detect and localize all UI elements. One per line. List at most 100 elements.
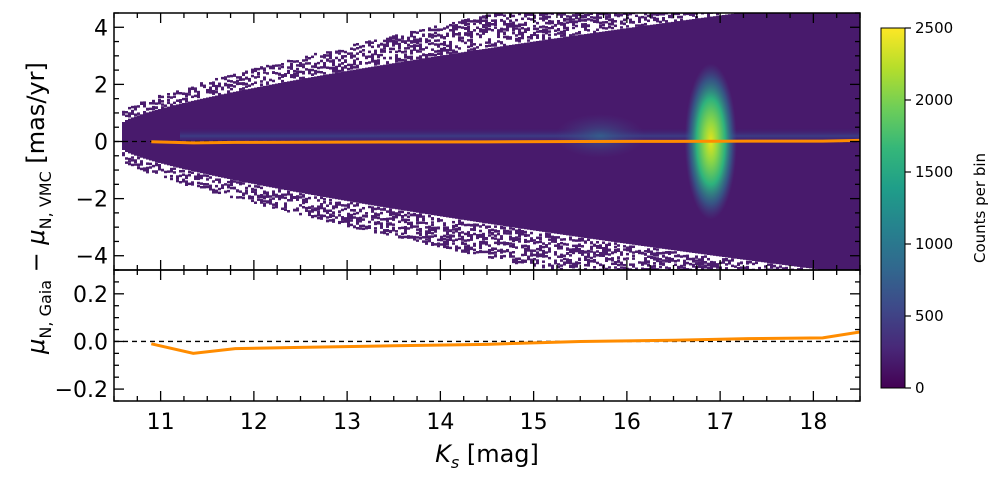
- density-cell: [620, 266, 623, 269]
- density-cell: [443, 244, 446, 248]
- density-cell: [554, 259, 557, 263]
- density-cell: [749, 276, 752, 279]
- density-cell: [359, 50, 362, 54]
- density-cell: [779, 273, 782, 276]
- density-cell: [320, 59, 323, 63]
- density-cell: [449, 45, 452, 49]
- density-cell: [809, 294, 812, 297]
- density-cell: [164, 170, 167, 174]
- density-cell: [449, 23, 452, 27]
- density-cell: [446, 44, 449, 48]
- density-cell: [713, 276, 716, 279]
- density-cell: [473, 48, 476, 51]
- density-cell: [653, 258, 656, 261]
- density-cell: [476, 46, 479, 49]
- density-cell: [719, 298, 722, 301]
- density-cell: [830, 320, 833, 323]
- density-cell: [572, 23, 575, 26]
- density-cell: [470, 238, 473, 241]
- density-cell: [668, 0, 671, 3]
- density-cell: [740, 281, 743, 284]
- density-cell: [782, 272, 785, 275]
- density-cell: [710, 297, 713, 300]
- density-cell: [815, 306, 818, 309]
- density-cell: [524, 30, 527, 33]
- density-cell: [761, 296, 764, 299]
- density-cell: [530, 258, 533, 262]
- density-cell: [707, 257, 710, 261]
- density-cell: [521, 26, 524, 30]
- density-cell: [554, 24, 557, 27]
- density-cell: [848, 274, 851, 277]
- density-cell: [779, 277, 782, 280]
- density-cell: [650, 255, 653, 259]
- density-cell: [683, 259, 686, 263]
- density-cell: [617, 263, 620, 267]
- density-cell: [395, 58, 398, 61]
- density-cell: [572, 26, 575, 30]
- density-cell: [809, 273, 812, 276]
- density-cell: [827, 0, 830, 1]
- density-cell: [464, 248, 467, 252]
- density-cell: [650, 289, 653, 292]
- density-cell: [641, 263, 644, 266]
- density-cell: [143, 113, 147, 159]
- density-cell: [824, 288, 827, 291]
- density-cell: [668, 283, 671, 286]
- density-cell: [698, 285, 701, 288]
- density-cell: [605, 245, 608, 249]
- density-cell: [566, 0, 569, 2]
- density-cell: [740, 298, 743, 301]
- density-cell: [836, 295, 839, 298]
- density-cell: [371, 210, 374, 213]
- density-cell: [551, 266, 554, 269]
- density-cell: [668, 258, 671, 261]
- density-cell: [512, 255, 515, 258]
- density-cell: [797, 312, 800, 315]
- density-cell: [593, 258, 596, 262]
- density-cell: [368, 220, 371, 224]
- density-cell: [689, 257, 692, 261]
- density-cell: [386, 233, 389, 236]
- density-cell: [524, 244, 527, 248]
- density-cell: [320, 217, 323, 220]
- density-cell: [653, 7, 656, 10]
- density-cell: [470, 236, 473, 239]
- density-cell: [848, 283, 851, 286]
- density-cell: [644, 273, 647, 276]
- density-cell: [320, 196, 323, 200]
- density-cell: [452, 51, 455, 54]
- density-cell: [548, 15, 551, 19]
- density-cell: [659, 8, 662, 10]
- density-cell: [377, 222, 380, 225]
- density-cell: [467, 25, 470, 28]
- density-cell: [563, 238, 566, 241]
- density-cell: [329, 51, 332, 54]
- density-cell: [365, 61, 368, 65]
- density-cell: [800, 299, 803, 302]
- density-cell: [623, 248, 626, 251]
- density-cell: [251, 70, 254, 74]
- density-cell: [536, 36, 539, 39]
- density-cell: [791, 312, 794, 315]
- density-cell: [551, 20, 554, 23]
- density-cell: [848, 283, 851, 286]
- density-cell: [704, 286, 707, 289]
- density-cell: [362, 218, 365, 221]
- density-cell: [542, 14, 545, 17]
- density-cell: [317, 199, 320, 202]
- density-cell: [815, 297, 818, 300]
- density-cell: [398, 46, 401, 50]
- density-cell: [647, 19, 650, 23]
- density-cell: [389, 208, 392, 211]
- density-cell: [785, 290, 788, 293]
- density-cell: [542, 34, 545, 37]
- density-cell: [323, 56, 326, 59]
- density-cell: [488, 229, 491, 232]
- density-cell: [467, 45, 470, 49]
- density-cell: [284, 205, 287, 209]
- density-cell: [776, 285, 779, 288]
- density-cell: [818, 297, 821, 300]
- density-cell: [836, 277, 839, 280]
- density-cell: [845, 301, 848, 304]
